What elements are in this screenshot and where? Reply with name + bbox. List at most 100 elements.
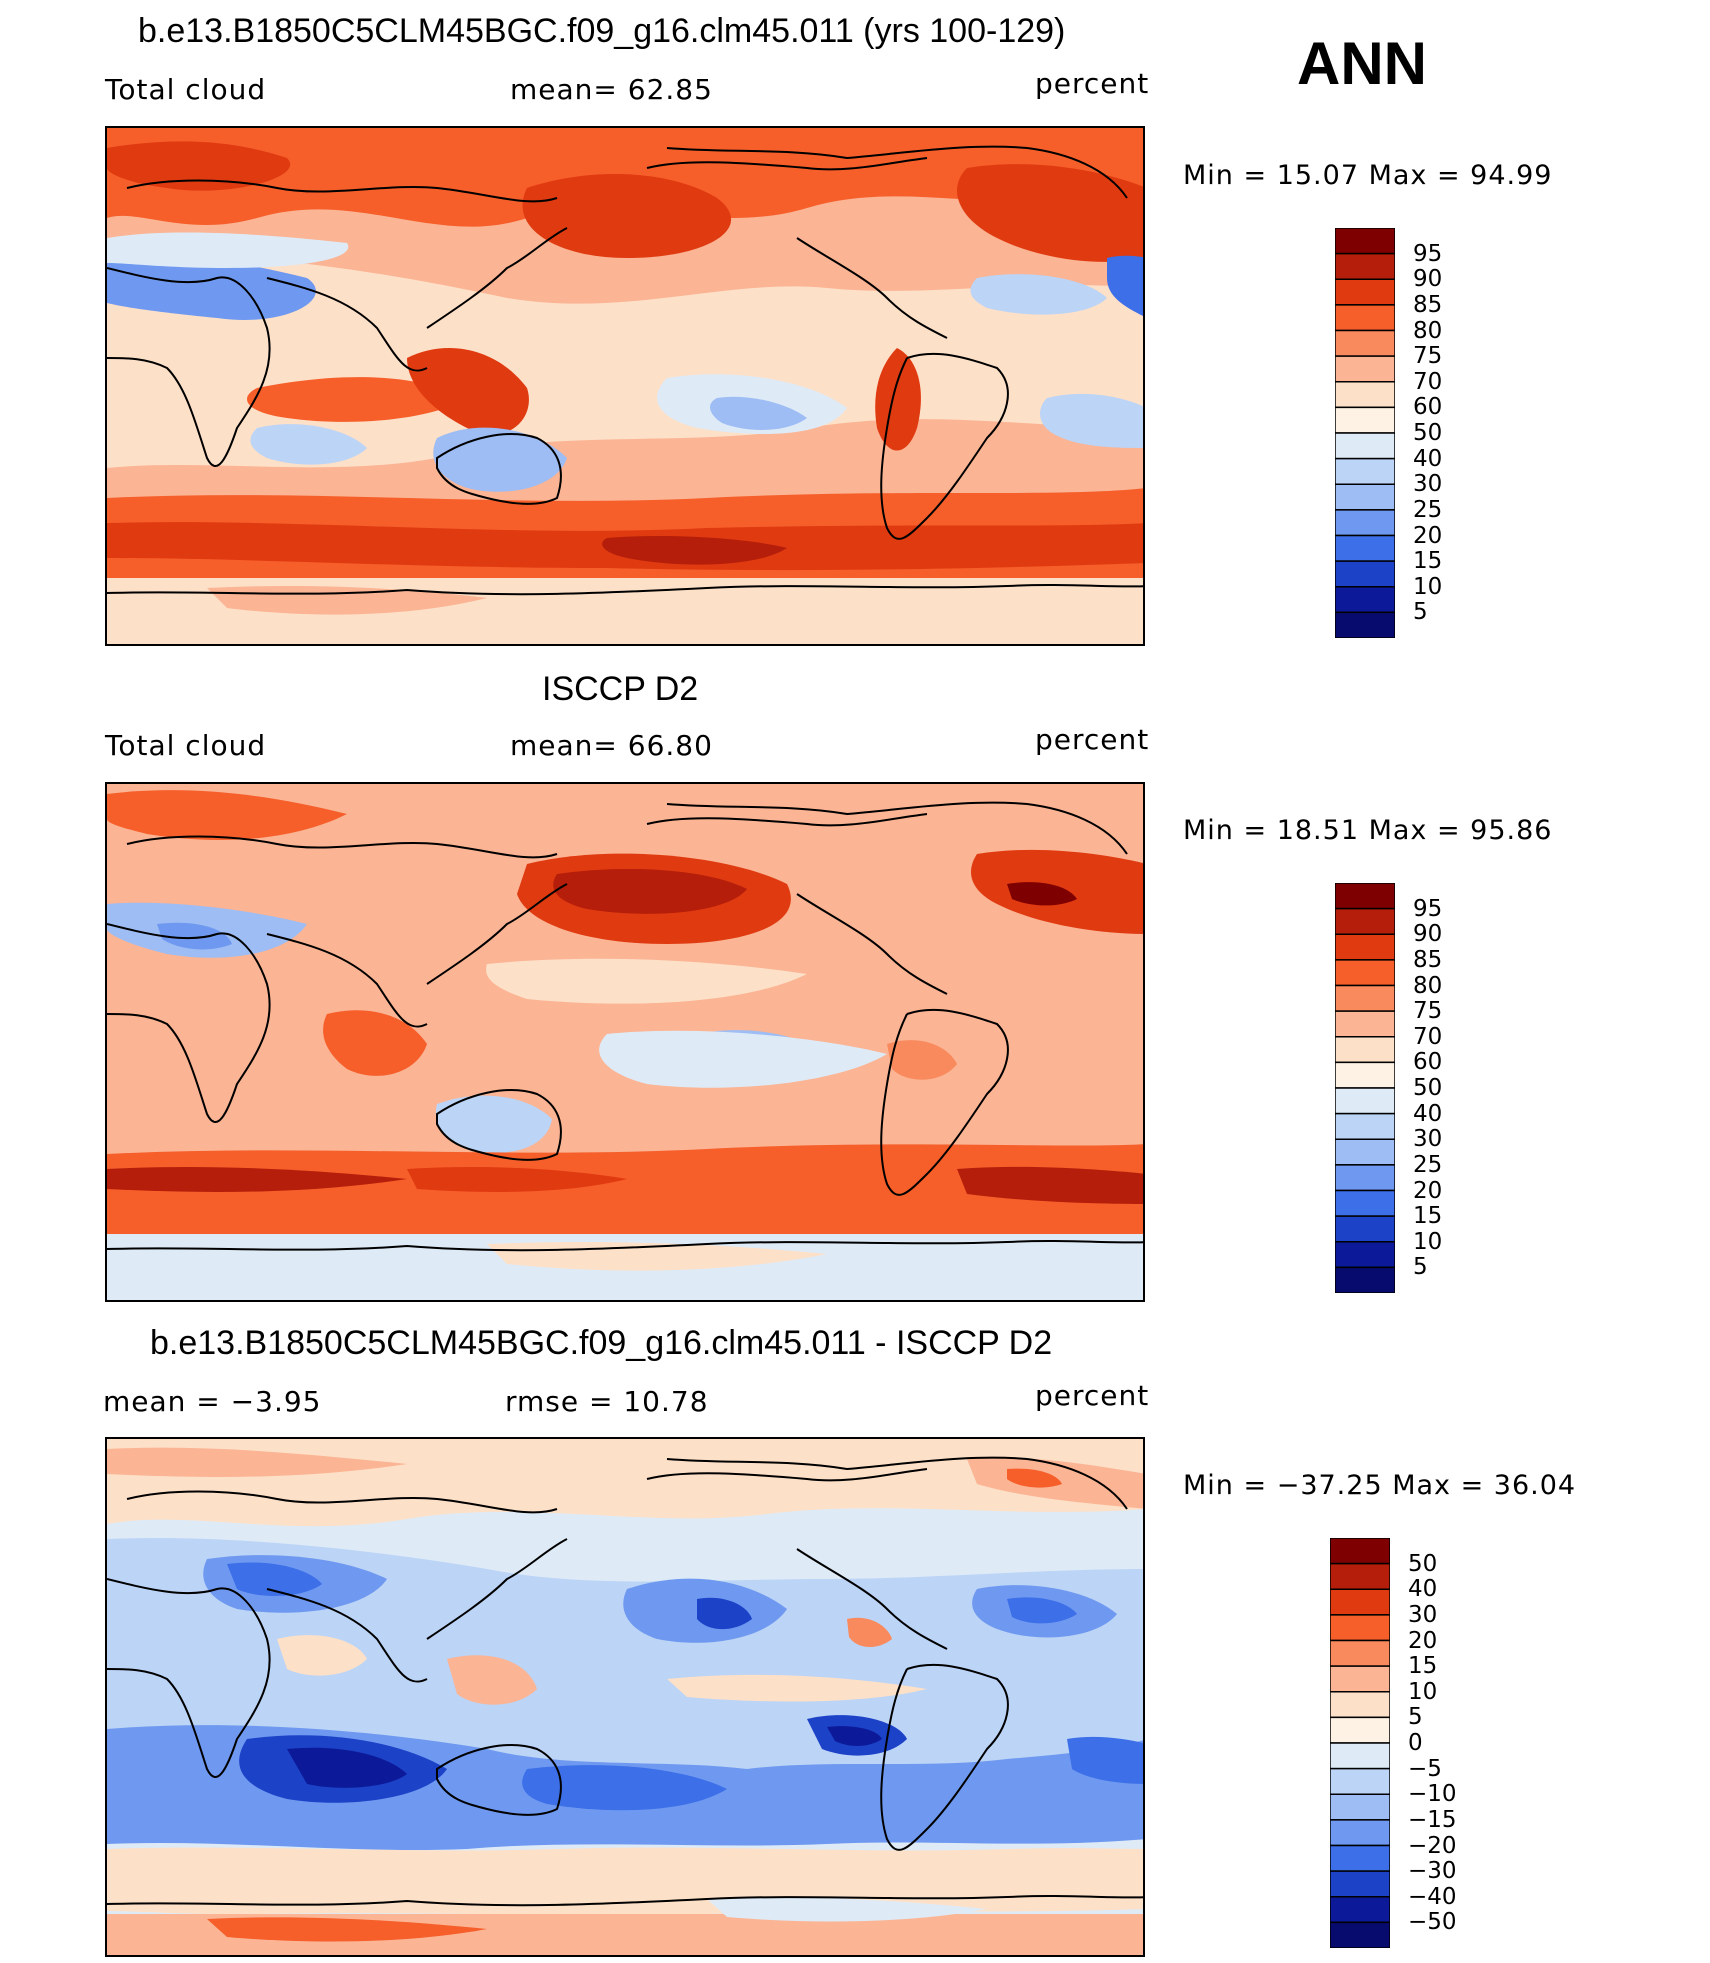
panel-1-mean-label: mean= 62.85 [510, 73, 713, 106]
colorbar-tick-label: 20 [1413, 522, 1443, 549]
colorbar-swatch [1335, 1010, 1395, 1038]
panel-2-mean-label: mean= 66.80 [510, 729, 713, 762]
colorbar-swatch [1335, 304, 1395, 332]
colorbar-swatch [1330, 1716, 1390, 1744]
colorbar-swatch [1335, 1061, 1395, 1089]
colorbar-swatch [1330, 1819, 1390, 1847]
colorbar-swatch [1335, 406, 1395, 434]
colorbar-tick-label: 30 [1413, 1126, 1443, 1153]
colorbar-tick-label: 95 [1413, 240, 1443, 267]
season-label: ANN [1297, 30, 1427, 97]
colorbar-swatch [1335, 1112, 1395, 1140]
colorbar-tick-label: 70 [1413, 1023, 1443, 1050]
colorbar-swatch [1330, 1691, 1390, 1719]
colorbar-swatch [1335, 509, 1395, 537]
colorbar-swatch [1335, 329, 1395, 357]
colorbar-tick-label: 30 [1408, 1601, 1438, 1628]
colorbar-swatch [1335, 883, 1395, 910]
colorbar-swatch [1335, 457, 1395, 485]
colorbar-tick-label: −10 [1408, 1781, 1457, 1808]
colorbar-swatch [1335, 611, 1395, 638]
colorbar-swatch [1335, 1215, 1395, 1243]
colorbar-swatch [1335, 1138, 1395, 1166]
colorbar-tick-label: 25 [1413, 1151, 1443, 1178]
colorbar-tick-label: 90 [1413, 921, 1443, 948]
colorbar-tick-label: 10 [1408, 1678, 1438, 1705]
colorbar-tick-label: 40 [1413, 1100, 1443, 1127]
colorbar-tick-label: 60 [1413, 1049, 1443, 1076]
colorbar-tick-label: −30 [1408, 1858, 1457, 1885]
colorbar-swatch [1330, 1742, 1390, 1770]
colorbar-tick-label: 95 [1413, 895, 1443, 922]
colorbar-swatch [1335, 483, 1395, 511]
panel-2-contour-field [107, 784, 1143, 1300]
colorbar-tick-label: −15 [1408, 1806, 1457, 1833]
panel-1-variable-label: Total cloud [105, 73, 267, 106]
colorbar-tick-label: 5 [1413, 1254, 1428, 1281]
colorbar-swatch [1335, 1266, 1395, 1293]
colorbar-tick-label: −5 [1408, 1755, 1442, 1782]
colorbar-swatch [1335, 355, 1395, 383]
colorbar-tick-label: 15 [1408, 1653, 1438, 1680]
panel-2-map [105, 782, 1145, 1302]
colorbar-tick-label: 50 [1413, 420, 1443, 446]
colorbar-tick-label: −20 [1408, 1832, 1457, 1859]
colorbar-swatch [1330, 1793, 1390, 1821]
panel-3-map [105, 1437, 1145, 1957]
colorbar-tick-label: 75 [1413, 343, 1443, 370]
colorbar-tick-label: 85 [1413, 291, 1443, 318]
colorbar-swatch [1330, 1639, 1390, 1667]
panel-2-units-label: percent [1035, 723, 1150, 756]
panel-2-minmax: Min = 18.51 Max = 95.86 [1183, 815, 1553, 846]
colorbar-swatch [1330, 1614, 1390, 1642]
colorbar-swatch [1335, 1087, 1395, 1115]
colorbar-swatch [1335, 933, 1395, 961]
colorbar-tick-label: 5 [1413, 599, 1428, 626]
panel-2-variable-label: Total cloud [105, 729, 267, 762]
panel-3-units-label: percent [1035, 1379, 1150, 1412]
colorbar-tick-label: 90 [1413, 266, 1443, 293]
panel-3-rmse-label: rmse = 10.78 [505, 1385, 709, 1418]
colorbar-swatch [1335, 381, 1395, 409]
colorbar-tick-label: 10 [1413, 573, 1443, 600]
colorbar-tick-label: 5 [1408, 1704, 1423, 1731]
colorbar-tick-label: 20 [1408, 1627, 1438, 1654]
colorbar-swatch [1335, 907, 1395, 935]
colorbar-swatch [1335, 534, 1395, 562]
colorbar-swatch [1330, 1665, 1390, 1693]
colorbar-swatch [1335, 984, 1395, 1012]
colorbar-swatch [1335, 432, 1395, 460]
colorbar-swatch [1335, 1164, 1395, 1192]
colorbar-swatch [1335, 959, 1395, 987]
colorbar-tick-label: −40 [1408, 1883, 1457, 1910]
colorbar-tick-label: 60 [1413, 394, 1443, 421]
colorbar-tick-label: 50 [1408, 1550, 1438, 1577]
colorbar-swatch [1330, 1870, 1390, 1898]
colorbar-swatch [1330, 1844, 1390, 1872]
colorbar-tick-label: 80 [1413, 972, 1443, 999]
colorbar-swatch [1335, 1036, 1395, 1064]
panel-1-contour-field [107, 128, 1143, 644]
colorbar-swatch [1330, 1538, 1390, 1565]
panel-1-units-label: percent [1035, 67, 1150, 100]
colorbar-swatches [1335, 228, 1395, 638]
colorbar-swatch [1330, 1562, 1390, 1590]
colorbar-swatch [1330, 1588, 1390, 1616]
colorbar-swatch [1335, 1241, 1395, 1269]
panel-1-minmax: Min = 15.07 Max = 94.99 [1183, 160, 1553, 191]
colorbar-swatch [1335, 252, 1395, 280]
colorbar-tick-label: 85 [1413, 946, 1443, 973]
colorbar-tick-label: 10 [1413, 1228, 1443, 1255]
colorbar-tick-label: 15 [1413, 1203, 1443, 1230]
panel-1-title: b.e13.B1850C5CLM45BGC.f09_g16.clm45.011 … [138, 12, 1066, 50]
colorbar-swatch [1335, 586, 1395, 614]
panel-2-colorbar: 95 90 85 80 75 70 60 50 40 30 25 20 15 10 5 [1335, 883, 1442, 1293]
colorbar-swatch [1330, 1767, 1390, 1795]
colorbar-tick-label: 25 [1413, 496, 1443, 523]
colorbar-tick-label: 40 [1408, 1576, 1438, 1603]
colorbar-swatch [1335, 278, 1395, 306]
colorbar-tick-label: 50 [1413, 1075, 1443, 1101]
colorbar-swatches [1335, 883, 1395, 1293]
panel-1-map [105, 126, 1145, 646]
panel-3-minmax: Min = −37.25 Max = 36.04 [1183, 1470, 1577, 1501]
